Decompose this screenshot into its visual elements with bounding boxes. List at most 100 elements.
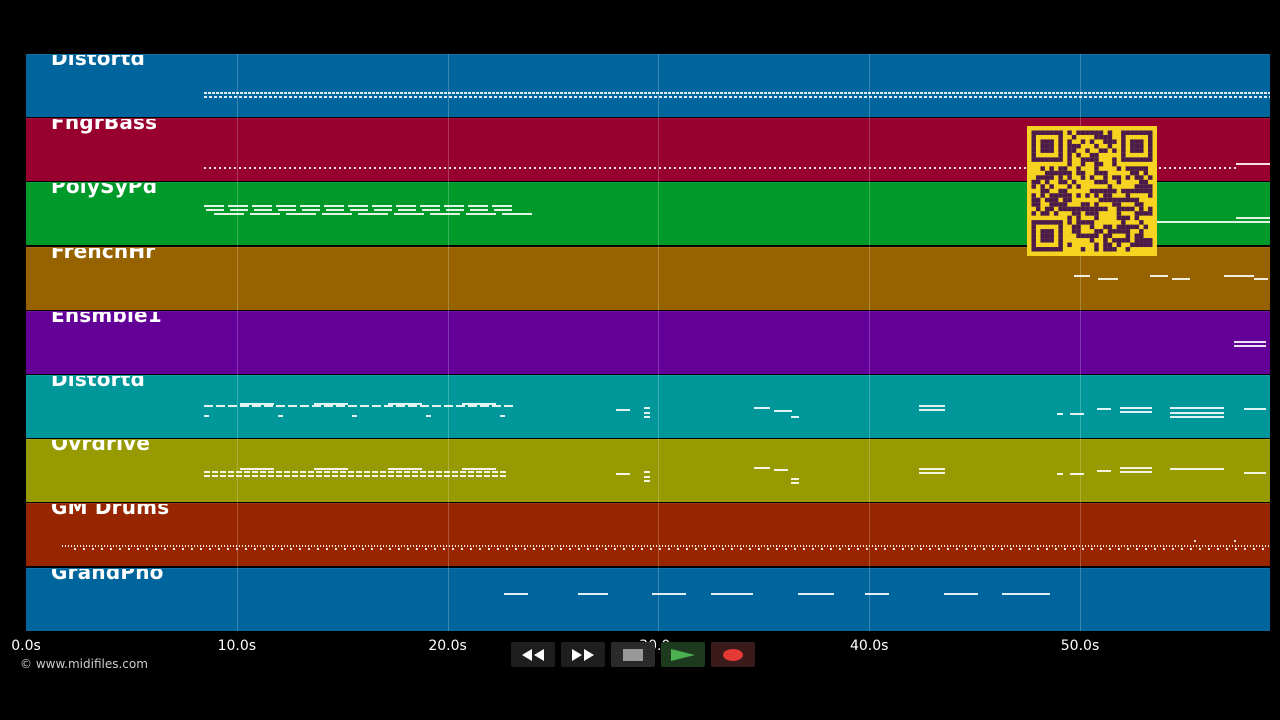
note-mark (1174, 96, 1177, 98)
note-mark (634, 96, 637, 98)
note-mark (1234, 540, 1236, 543)
note-mark (688, 92, 691, 94)
note-mark (857, 548, 859, 551)
note-mark (470, 548, 472, 551)
note-mark (191, 548, 193, 551)
note-mark (900, 92, 903, 94)
note-mark (158, 545, 159, 548)
note-mark (204, 415, 209, 417)
note-mark (1244, 545, 1245, 548)
note-mark (1144, 92, 1147, 94)
note-lane (26, 440, 1270, 502)
note-mark (884, 548, 886, 551)
note-mark (999, 167, 1001, 170)
note-mark (364, 471, 370, 474)
note-mark (644, 480, 650, 483)
note-mark (1240, 92, 1243, 94)
note-mark (769, 167, 771, 170)
note-mark (536, 545, 537, 548)
note-mark (356, 475, 362, 478)
note-mark (428, 545, 429, 548)
note-mark (1178, 545, 1179, 548)
note-mark (912, 92, 915, 94)
note-mark (1139, 96, 1142, 98)
note-mark (889, 96, 892, 98)
note-mark (905, 545, 906, 548)
note-mark (504, 167, 506, 170)
note-mark (659, 545, 660, 548)
note-mark (1031, 545, 1032, 548)
note-mark (469, 167, 471, 170)
note-mark (388, 471, 394, 474)
note-mark (491, 545, 492, 548)
note-mark (308, 548, 310, 551)
note-mark (884, 92, 887, 94)
note-mark (665, 545, 666, 548)
note-mark (362, 548, 364, 551)
note-mark (380, 471, 386, 474)
note-mark (1112, 545, 1113, 548)
note-mark (1089, 96, 1092, 98)
copyright-text: © www.midifiles.com (20, 657, 148, 671)
note-mark (686, 548, 688, 551)
note-mark (1118, 548, 1120, 551)
note-mark (161, 545, 162, 548)
note-mark (278, 209, 296, 212)
note-mark (1029, 96, 1032, 98)
note-mark (644, 476, 650, 479)
note-mark (712, 92, 715, 94)
note-mark (965, 545, 966, 548)
note-mark (404, 475, 410, 478)
note-mark (1256, 545, 1257, 548)
note-mark (1248, 92, 1251, 94)
note-mark (989, 545, 990, 548)
note-mark (394, 213, 424, 216)
note-mark (1084, 92, 1087, 94)
note-mark (692, 545, 693, 548)
note-mark (1163, 548, 1165, 551)
note-mark (234, 167, 236, 170)
note-mark (572, 545, 573, 548)
note-mark (316, 471, 322, 474)
note-mark (524, 92, 527, 94)
note-mark (929, 548, 931, 551)
note-mark (492, 471, 498, 474)
note-mark (864, 167, 866, 170)
note-mark (497, 548, 499, 551)
note-mark (488, 548, 490, 551)
note-mark (527, 545, 528, 548)
note-mark (746, 545, 747, 548)
note-mark (312, 405, 321, 407)
note-mark (774, 410, 792, 412)
note-mark (464, 92, 467, 94)
fast-forward-button[interactable] (561, 642, 605, 667)
note-mark (304, 96, 307, 98)
note-mark (938, 548, 940, 551)
note-mark (449, 96, 452, 98)
note-mark (352, 415, 357, 417)
note-mark (1154, 548, 1156, 551)
note-mark (1104, 92, 1107, 94)
note-mark (434, 96, 437, 98)
note-mark (1024, 167, 1026, 170)
stop-button[interactable] (611, 642, 655, 667)
record-button[interactable] (711, 642, 755, 667)
note-mark (146, 545, 147, 548)
note-mark (833, 545, 834, 548)
note-mark (594, 96, 597, 98)
note-mark (904, 96, 907, 98)
note-mark (899, 96, 902, 98)
transport-controls (511, 642, 755, 669)
note-mark (499, 96, 502, 98)
note-mark (744, 92, 747, 94)
note-mark (609, 96, 612, 98)
rewind-button[interactable] (511, 642, 555, 667)
note-mark (660, 92, 663, 94)
gridline (658, 54, 660, 631)
play-button[interactable] (661, 642, 705, 667)
note-mark (704, 548, 706, 551)
note-mark (338, 545, 339, 548)
note-mark (1127, 545, 1128, 548)
note-mark (1262, 545, 1263, 548)
note-mark (704, 167, 706, 170)
